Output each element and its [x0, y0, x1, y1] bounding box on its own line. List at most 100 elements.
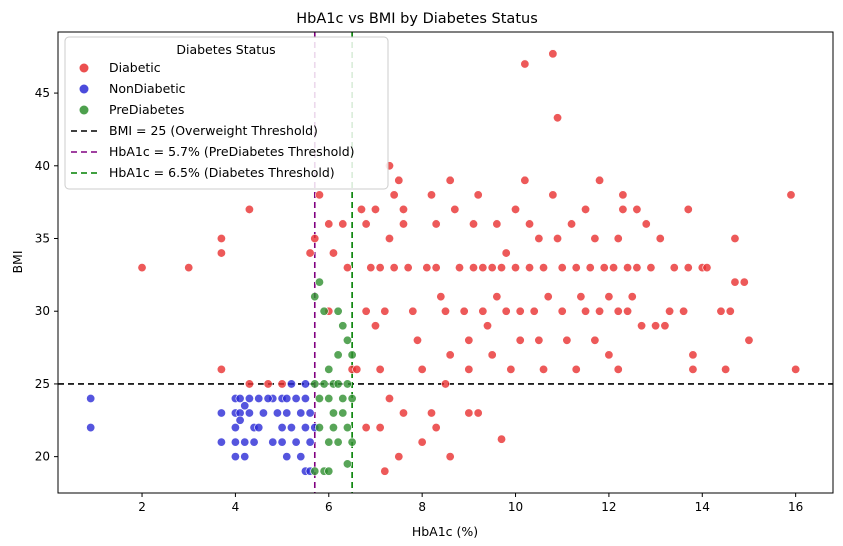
point-diabetic — [366, 263, 376, 273]
point-diabetic — [412, 335, 422, 345]
point-prediabetes — [333, 379, 343, 389]
point-prediabetes — [324, 393, 334, 403]
point-diabetic — [497, 263, 507, 273]
point-diabetic — [184, 263, 194, 273]
point-diabetic — [417, 364, 427, 374]
point-diabetic — [557, 306, 567, 316]
point-nondiabetic — [235, 393, 245, 403]
point-diabetic — [445, 175, 455, 185]
point-diabetic — [553, 234, 563, 244]
point-diabetic — [571, 364, 581, 374]
point-nondiabetic — [254, 393, 264, 403]
point-nondiabetic — [305, 437, 315, 447]
point-diabetic — [669, 263, 679, 273]
point-prediabetes — [342, 379, 352, 389]
point-diabetic — [263, 379, 273, 389]
point-diabetic — [328, 248, 338, 258]
reference-lines — [58, 32, 833, 493]
point-diabetic — [244, 204, 254, 214]
point-nondiabetic — [300, 379, 310, 389]
point-diabetic — [455, 263, 465, 273]
point-diabetic — [380, 306, 390, 316]
point-prediabetes — [324, 364, 334, 374]
point-diabetic — [394, 175, 404, 185]
y-tick-label: 20 — [35, 450, 50, 464]
point-diabetic — [244, 379, 254, 389]
point-nondiabetic — [230, 452, 240, 462]
point-diabetic — [389, 263, 399, 273]
point-diabetic — [403, 263, 413, 273]
scatter-points — [86, 49, 801, 476]
point-diabetic — [791, 364, 801, 374]
point-diabetic — [655, 234, 665, 244]
point-diabetic — [567, 219, 577, 229]
point-diabetic — [548, 190, 558, 200]
point-prediabetes — [333, 350, 343, 360]
legend-items: Diabetic NonDiabetic PreDiabetes BMI = 25 (… — [71, 60, 355, 180]
point-diabetic — [426, 408, 436, 418]
point-diabetic — [520, 175, 530, 185]
point-diabetic — [623, 306, 633, 316]
point-prediabetes — [338, 393, 348, 403]
point-diabetic — [314, 190, 324, 200]
point-prediabetes — [347, 437, 357, 447]
point-diabetic — [618, 190, 628, 200]
point-diabetic — [469, 263, 479, 273]
x-tick-label: 10 — [508, 500, 523, 514]
point-diabetic — [473, 408, 483, 418]
point-diabetic — [370, 321, 380, 331]
point-diabetic — [431, 219, 441, 229]
point-diabetic — [529, 306, 539, 316]
y-tick-label: 30 — [35, 304, 50, 318]
legend-label: NonDiabetic — [109, 81, 186, 96]
point-diabetic — [665, 306, 675, 316]
point-diabetic — [459, 306, 469, 316]
point-diabetic — [375, 423, 385, 433]
point-diabetic — [417, 437, 427, 447]
point-diabetic — [534, 335, 544, 345]
point-prediabetes — [347, 350, 357, 360]
chart-title: HbA1c vs BMI by Diabetes Status — [296, 11, 538, 27]
point-nondiabetic — [216, 408, 226, 418]
point-diabetic — [595, 175, 605, 185]
point-diabetic — [389, 190, 399, 200]
legend-marker — [79, 63, 89, 73]
point-diabetic — [739, 277, 749, 287]
point-diabetic — [786, 190, 796, 200]
x-tick-label: 16 — [788, 500, 803, 514]
point-prediabetes — [347, 393, 357, 403]
point-nondiabetic — [230, 437, 240, 447]
point-diabetic — [641, 219, 651, 229]
point-diabetic — [520, 59, 530, 69]
point-diabetic — [324, 219, 334, 229]
point-diabetic — [478, 263, 488, 273]
point-nondiabetic — [240, 401, 250, 411]
point-diabetic — [581, 306, 591, 316]
point-diabetic — [576, 292, 586, 302]
point-nondiabetic — [305, 408, 315, 418]
point-prediabetes — [310, 292, 320, 302]
point-diabetic — [361, 423, 371, 433]
point-prediabetes — [319, 306, 329, 316]
point-nondiabetic — [230, 423, 240, 433]
point-diabetic — [525, 263, 535, 273]
point-prediabetes — [310, 466, 320, 476]
point-diabetic — [604, 292, 614, 302]
point-nondiabetic — [291, 437, 301, 447]
point-diabetic — [702, 263, 712, 273]
point-nondiabetic — [216, 437, 226, 447]
point-diabetic — [562, 335, 572, 345]
point-nondiabetic — [235, 415, 245, 425]
point-diabetic — [646, 263, 656, 273]
point-nondiabetic — [272, 408, 282, 418]
legend-label: Diabetic — [109, 60, 161, 75]
point-diabetic — [338, 219, 348, 229]
point-nondiabetic — [86, 423, 96, 433]
legend-title: Diabetes Status — [176, 42, 275, 57]
point-diabetic — [716, 306, 726, 316]
point-diabetic — [216, 364, 226, 374]
point-diabetic — [431, 423, 441, 433]
point-diabetic — [585, 263, 595, 273]
point-diabetic — [599, 263, 609, 273]
point-diabetic — [539, 263, 549, 273]
